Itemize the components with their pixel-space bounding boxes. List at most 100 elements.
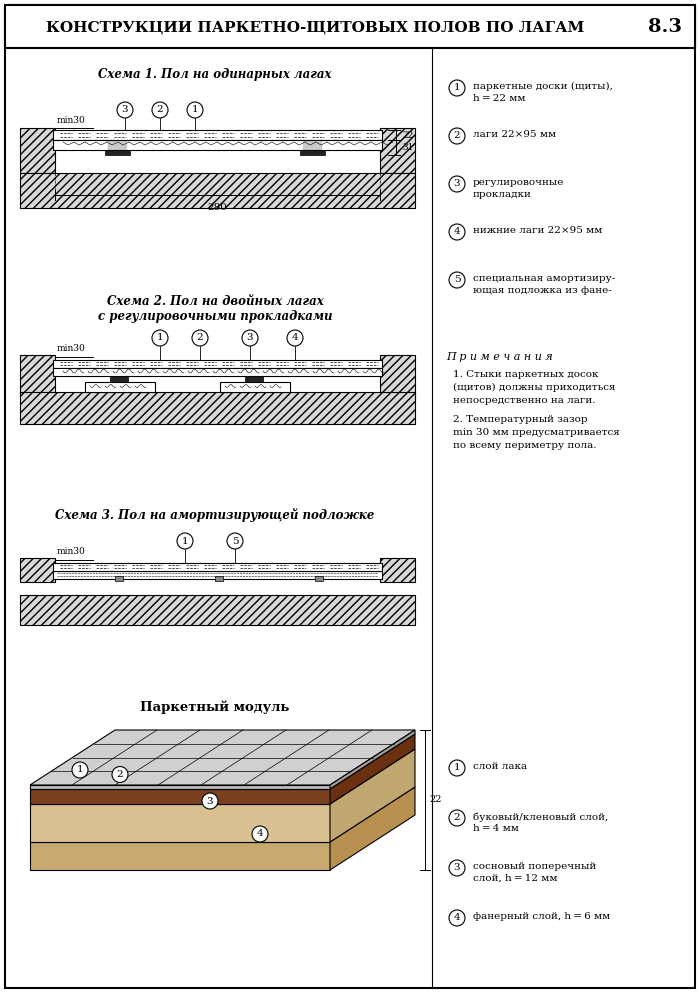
Text: 3: 3: [122, 105, 128, 114]
Bar: [20, 392, 415, 424]
Circle shape: [252, 826, 268, 842]
Text: П р и м е ч а н и я: П р и м е ч а н и я: [447, 352, 554, 362]
Circle shape: [449, 224, 465, 240]
Text: 1: 1: [192, 105, 198, 114]
Text: паркетные доски (щиты),: паркетные доски (щиты),: [473, 82, 613, 91]
Bar: [20, 128, 55, 173]
Text: 22: 22: [402, 130, 413, 139]
Text: фанерный слой, h = 6 мм: фанерный слой, h = 6 мм: [473, 912, 610, 921]
Text: 3: 3: [206, 796, 214, 805]
Bar: [380, 128, 415, 173]
Circle shape: [449, 80, 465, 96]
Circle shape: [449, 860, 465, 876]
Circle shape: [202, 793, 218, 809]
Bar: [53, 130, 382, 140]
Text: 2: 2: [454, 813, 461, 822]
Text: слой, h = 12 мм: слой, h = 12 мм: [473, 874, 557, 883]
Text: (щитов) должны приходиться: (щитов) должны приходиться: [453, 383, 615, 392]
Text: 4: 4: [454, 914, 461, 922]
Text: 31: 31: [402, 143, 414, 152]
Polygon shape: [330, 787, 415, 870]
Bar: [105, 150, 130, 155]
Text: h = 4 мм: h = 4 мм: [473, 824, 519, 833]
Text: сосновый поперечный: сосновый поперечный: [473, 862, 596, 871]
Bar: [300, 150, 325, 155]
Polygon shape: [330, 730, 415, 789]
Text: Схема 2. Пол на двойных лагах
с регулировочными прокладками: Схема 2. Пол на двойных лагах с регулиро…: [98, 295, 332, 323]
Circle shape: [449, 810, 465, 826]
Bar: [380, 558, 415, 582]
Circle shape: [242, 330, 258, 346]
Circle shape: [152, 330, 168, 346]
Circle shape: [72, 762, 88, 778]
Bar: [53, 571, 382, 579]
Text: 2: 2: [454, 131, 461, 140]
Text: лаги 22×95 мм: лаги 22×95 мм: [473, 130, 556, 139]
Polygon shape: [30, 730, 415, 785]
Text: 1: 1: [454, 83, 461, 92]
Bar: [53, 368, 382, 376]
Bar: [115, 576, 123, 581]
Text: 2: 2: [117, 770, 123, 779]
Text: Паркетный модуль: Паркетный модуль: [140, 700, 290, 714]
Text: по всему периметру пола.: по всему периметру пола.: [453, 441, 596, 450]
Text: 3: 3: [454, 180, 461, 189]
Text: КОНСТРУКЦИИ ПАРКЕТНО-ЩИТОВЫХ ПОЛОВ ПО ЛАГАМ: КОНСТРУКЦИИ ПАРКЕТНО-ЩИТОВЫХ ПОЛОВ ПО ЛА…: [46, 20, 584, 34]
Circle shape: [449, 910, 465, 926]
Text: 4: 4: [454, 227, 461, 236]
Text: min30: min30: [57, 116, 85, 125]
Text: 5: 5: [454, 275, 461, 285]
Text: слой лака: слой лака: [473, 762, 527, 771]
Polygon shape: [30, 749, 415, 804]
Circle shape: [449, 128, 465, 144]
Text: h = 22 мм: h = 22 мм: [473, 94, 526, 103]
Circle shape: [449, 176, 465, 192]
Text: 1. Стыки паркетных досок: 1. Стыки паркетных досок: [453, 370, 598, 379]
Text: 4: 4: [292, 334, 298, 343]
Bar: [315, 576, 323, 581]
Polygon shape: [30, 785, 330, 789]
Bar: [215, 576, 223, 581]
Text: 3: 3: [454, 864, 461, 873]
Text: 8.3: 8.3: [648, 18, 682, 36]
Polygon shape: [30, 787, 415, 842]
Text: буковый/кленовый слой,: буковый/кленовый слой,: [473, 812, 608, 821]
Bar: [20, 595, 415, 625]
Circle shape: [287, 330, 303, 346]
Bar: [53, 563, 382, 571]
Circle shape: [449, 760, 465, 776]
Polygon shape: [330, 734, 415, 804]
Bar: [20, 355, 55, 397]
Bar: [380, 355, 415, 397]
Text: нижние лаги 22×95 мм: нижние лаги 22×95 мм: [473, 226, 603, 235]
Circle shape: [192, 330, 208, 346]
Polygon shape: [30, 734, 415, 789]
Text: ющая подложка из фане-: ющая подложка из фане-: [473, 286, 612, 295]
Bar: [20, 173, 415, 208]
Circle shape: [177, 533, 193, 549]
Text: 4: 4: [257, 829, 263, 838]
Text: 1: 1: [157, 334, 163, 343]
Text: непосредственно на лаги.: непосредственно на лаги.: [453, 396, 596, 405]
Text: 5: 5: [232, 536, 238, 545]
Bar: [53, 140, 382, 150]
Bar: [220, 382, 290, 392]
Polygon shape: [30, 842, 330, 870]
Circle shape: [152, 102, 168, 118]
Text: 1: 1: [182, 536, 188, 545]
Text: min 30 мм предусматривается: min 30 мм предусматривается: [453, 428, 620, 437]
Bar: [85, 382, 155, 392]
Circle shape: [112, 767, 128, 782]
Text: 1: 1: [454, 764, 461, 773]
Text: Схема 1. Пол на одинарных лагах: Схема 1. Пол на одинарных лагах: [98, 68, 332, 81]
Polygon shape: [30, 804, 330, 842]
Bar: [245, 376, 263, 382]
Circle shape: [187, 102, 203, 118]
Circle shape: [449, 272, 465, 288]
Text: min30: min30: [57, 344, 85, 353]
Text: Схема 3. Пол на амортизирующей подложке: Схема 3. Пол на амортизирующей подложке: [55, 508, 374, 522]
Text: 2. Температурный зазор: 2. Температурный зазор: [453, 415, 587, 424]
Text: 2: 2: [197, 334, 203, 343]
Polygon shape: [30, 789, 330, 804]
Text: регулировочные: регулировочные: [473, 178, 564, 187]
